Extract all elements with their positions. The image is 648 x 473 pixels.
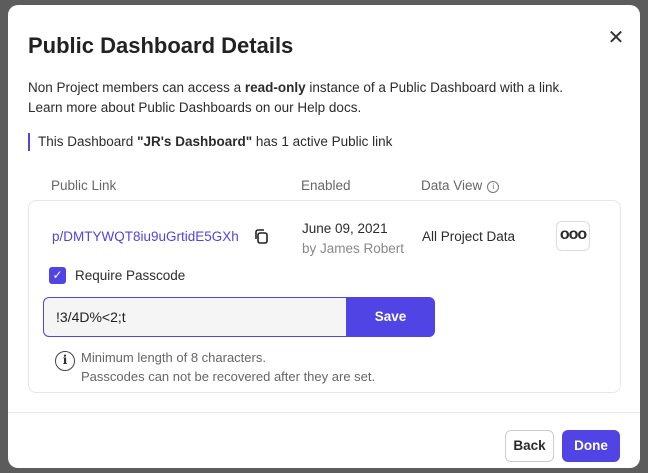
public-dashboard-modal: Public Dashboard Details ✕ Non Project m… <box>8 5 640 468</box>
modal-footer: Back Done <box>8 412 640 468</box>
info-icon[interactable]: i <box>487 181 500 193</box>
notice-text: has 1 active Public link <box>252 134 393 149</box>
enabled-date: June 09, 2021 <box>302 221 388 236</box>
data-view: All Project Data <box>422 229 516 244</box>
info-icon: i <box>55 351 75 371</box>
desc-text: Non Project members can access a <box>28 80 245 95</box>
desc-bold: read-only <box>244 80 306 95</box>
public-link-card: p/DMTYWQT8iu9uGrtidE5GXh June 09, 2021 by… <box>28 200 621 393</box>
copy-icon[interactable] <box>254 229 268 244</box>
desc-text: instance of a Public Dashboard with a li… <box>305 80 563 95</box>
more-options-button[interactable]: ooo <box>556 221 590 251</box>
hint-min-length: Minimum length of 8 characters. <box>81 350 266 365</box>
column-data-view: Data View i <box>421 178 500 193</box>
modal-title: Public Dashboard Details <box>28 33 294 58</box>
description: Non Project members can access a read-on… <box>28 78 563 118</box>
require-passcode-checkbox[interactable]: ✓ <box>49 267 66 284</box>
require-passcode-label[interactable]: Require Passcode <box>75 268 186 283</box>
column-data-view-label: Data View <box>421 178 483 193</box>
dashboard-name: "JR's Dashboard" <box>137 134 253 149</box>
column-enabled: Enabled <box>301 178 351 193</box>
column-public-link: Public Link <box>51 178 117 193</box>
enabled-by: by James Robert <box>302 241 405 256</box>
enabled-info: June 09, 2021 by James Robert <box>302 219 404 259</box>
public-link[interactable]: p/DMTYWQT8iu9uGrtidE5GXh <box>52 229 239 244</box>
notice-text: This Dashboard <box>38 134 138 149</box>
help-docs-text: Learn more about Public Dashboards on ou… <box>28 100 362 115</box>
active-links-notice: This Dashboard "JR's Dashboard" has 1 ac… <box>28 133 392 151</box>
passcode-input[interactable]: !3/4D%<2;t <box>43 297 347 337</box>
hint-no-recovery: Passcodes can not be recovered after the… <box>81 369 376 384</box>
back-button[interactable]: Back <box>505 430 554 462</box>
passcode-hint: Minimum length of 8 characters. Passcodes… <box>81 348 375 386</box>
close-icon[interactable]: ✕ <box>607 27 625 49</box>
done-button[interactable]: Done <box>562 430 620 462</box>
save-button[interactable]: Save <box>346 297 435 337</box>
